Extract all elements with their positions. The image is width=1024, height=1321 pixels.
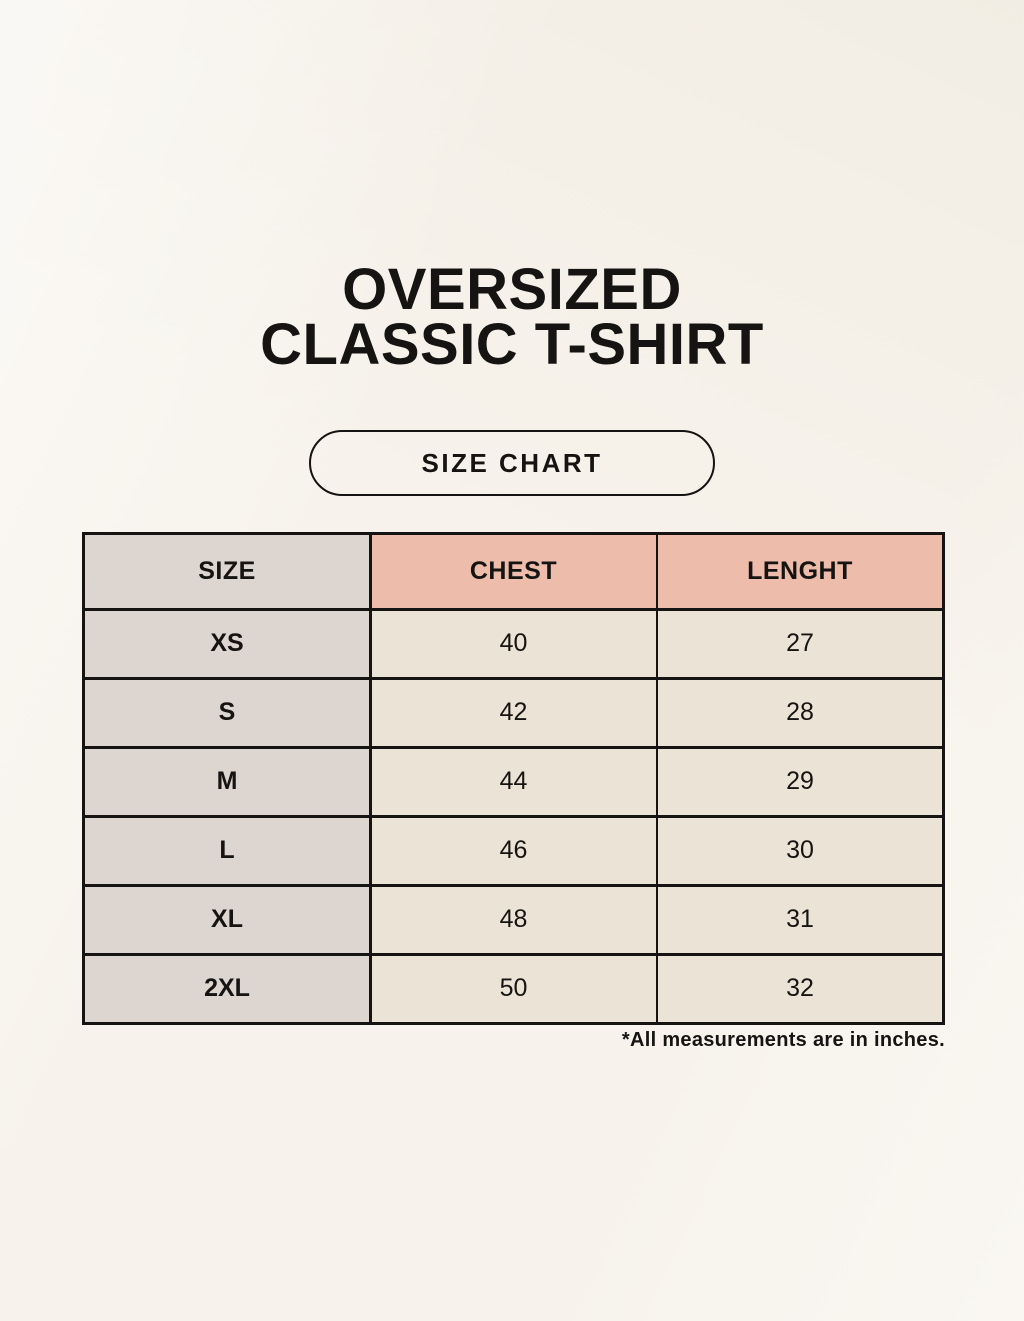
row-2xl-size: 2XL bbox=[85, 955, 369, 1022]
row-xl-length: 31 bbox=[658, 886, 942, 953]
header-cell-length: LENGHT bbox=[658, 535, 942, 608]
row-xs-size: XS bbox=[85, 610, 369, 677]
measurements-footnote: *All measurements are in inches. bbox=[621, 1029, 945, 1051]
size-chart-button-label: SIZE CHART bbox=[421, 447, 603, 478]
row-l-length: 30 bbox=[658, 817, 942, 884]
row-xs-length: 27 bbox=[658, 610, 942, 677]
header-cell-size: SIZE bbox=[85, 535, 369, 608]
product-title-line-2: CLASSIC T-SHIRT bbox=[260, 312, 764, 377]
row-s-length: 28 bbox=[658, 679, 942, 746]
size-chart-button[interactable]: SIZE CHART bbox=[309, 430, 715, 496]
row-xs-chest: 40 bbox=[371, 610, 656, 677]
row-m-length: 29 bbox=[658, 748, 942, 815]
row-2xl-chest: 50 bbox=[371, 955, 656, 1022]
header-cell-chest: CHEST bbox=[371, 535, 656, 608]
size-table: SIZE CHEST LENGHT XS 40 27 S 42 28 M 44 … bbox=[82, 532, 945, 1025]
row-xl-size: XL bbox=[85, 886, 369, 953]
row-xl-chest: 48 bbox=[371, 886, 656, 953]
row-l-chest: 46 bbox=[371, 817, 656, 884]
row-m-chest: 44 bbox=[371, 748, 656, 815]
product-title-line-1: OVERSIZED bbox=[342, 257, 682, 322]
row-m-size: M bbox=[85, 748, 369, 815]
row-s-chest: 42 bbox=[371, 679, 656, 746]
row-l-size: L bbox=[85, 817, 369, 884]
row-s-size: S bbox=[85, 679, 369, 746]
product-title: OVERSIZED CLASSIC T-SHIRT bbox=[0, 257, 1024, 377]
row-2xl-length: 32 bbox=[658, 955, 942, 1022]
